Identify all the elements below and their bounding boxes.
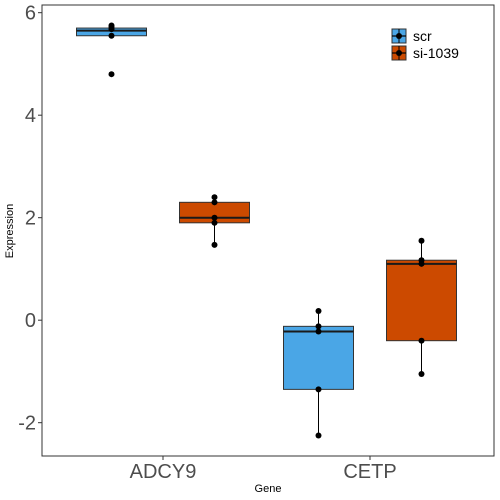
x-axis-ticks: ADCY9 CETP: [130, 456, 397, 483]
data-point: [315, 323, 322, 330]
data-point: [108, 32, 115, 39]
data-point: [211, 241, 218, 248]
data-point: [315, 386, 322, 393]
y-tick-label: 0: [25, 310, 36, 332]
data-point: [211, 214, 218, 221]
y-tick-label: -2: [18, 413, 36, 435]
x-tick-label: ADCY9: [130, 461, 197, 483]
data-point: [315, 432, 322, 439]
data-point: [418, 337, 425, 344]
y-tick-label: 2: [25, 208, 36, 230]
data-point: [211, 219, 218, 226]
data-point: [211, 194, 218, 201]
data-point: [418, 260, 425, 267]
legend-key-point: [396, 33, 402, 39]
data-point: [108, 71, 115, 78]
data-point: [315, 307, 322, 314]
y-tick-label: 4: [25, 105, 36, 127]
data-point: [211, 199, 218, 206]
box-si-1039-CETP: [386, 259, 457, 342]
data-point: [418, 237, 425, 244]
y-tick-label: 6: [25, 3, 36, 25]
legend-key-point: [396, 50, 402, 56]
x-axis-title: Gene: [255, 483, 282, 495]
legend-label-si-1039: si-1039: [413, 45, 459, 61]
plot-panel: [41, 4, 495, 457]
box-scr-CETP: [283, 325, 354, 390]
data-point: [315, 328, 322, 335]
y-axis-title: Expression: [4, 204, 16, 258]
x-tick-label: CETP: [343, 461, 396, 483]
data-point: [418, 371, 425, 377]
box-series: [76, 22, 457, 439]
data-point: [108, 26, 115, 33]
legend-label-scr: scr: [413, 28, 432, 44]
y-axis-ticks: -2 0 2 4 6: [18, 3, 42, 435]
